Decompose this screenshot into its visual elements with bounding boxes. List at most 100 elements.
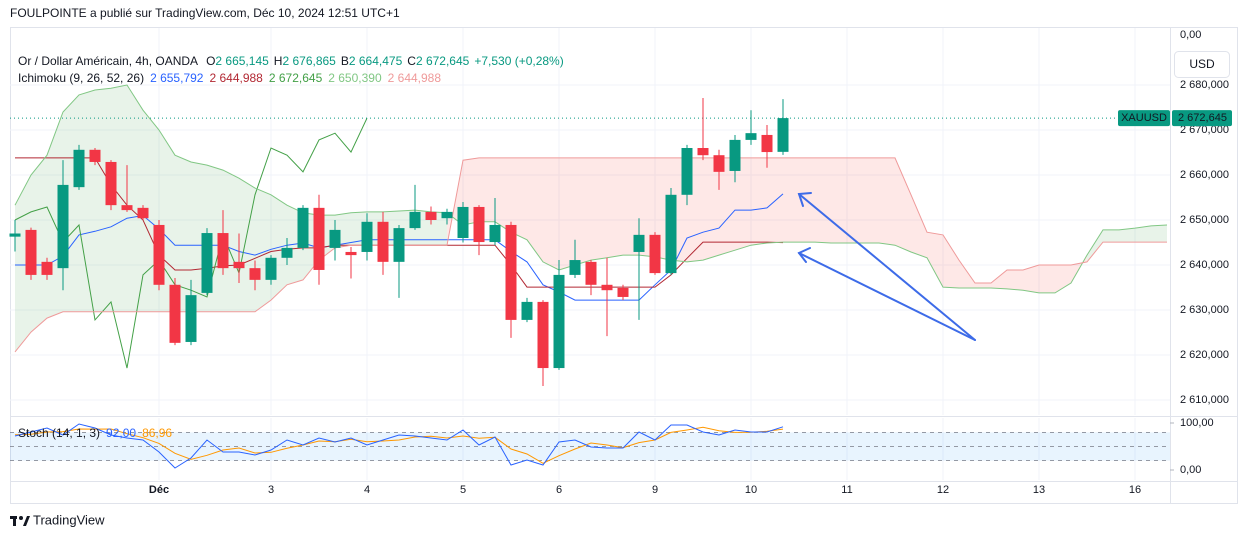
candle-body: [377, 221, 389, 262]
candle-body: [185, 295, 197, 342]
candle-body: [153, 224, 165, 285]
cloud-fill: [543, 157, 559, 270]
indicator-value: 2 655,792: [150, 71, 204, 85]
candle-body: [537, 301, 549, 369]
candle-body: [217, 233, 229, 269]
cloud-fill: [943, 234, 959, 288]
cloud-fill: [239, 178, 255, 312]
y-tick-label: 2 610,000: [1180, 394, 1229, 406]
cloud-fill: [1023, 265, 1039, 293]
cloud-fill: [895, 157, 911, 252]
labels: 2 610,000 2 620,000 2 630,000 2 640,000 2 65…: [18, 54, 1232, 496]
arrow: [798, 193, 976, 341]
candle-body: [281, 247, 293, 258]
cloud-fill: [223, 170, 239, 312]
candle-body: [137, 207, 149, 219]
y-tick-label: 2 640,000: [1180, 259, 1229, 271]
cloud-fill: [911, 194, 927, 258]
cloud-fill: [575, 157, 591, 265]
cloud-fill: [1103, 229, 1119, 243]
y-tick-label: 0,00: [1180, 464, 1201, 476]
cloud-fill: [15, 175, 31, 352]
candle-body: [649, 234, 661, 274]
logo-part: [13, 516, 16, 526]
candle-body: [505, 224, 517, 320]
indicator-value: 2 672,645: [269, 71, 323, 85]
cloud-fill: [847, 157, 863, 243]
candle-body: [633, 234, 645, 252]
cloud-fill: [863, 157, 879, 243]
candle-body: [393, 228, 405, 262]
x-tick-label: 5: [460, 484, 466, 496]
cloud-fill: [991, 270, 1007, 289]
candle-body: [777, 118, 789, 152]
candle-body: [345, 251, 357, 256]
cloud-fill: [607, 157, 623, 258]
candle-body: [25, 229, 37, 275]
candle-body: [89, 149, 101, 162]
logo-part: [23, 516, 30, 526]
candle-body: [713, 155, 725, 172]
indicator-value: 2 650,390: [328, 71, 382, 85]
cloud-fill: [751, 157, 767, 246]
ichimoku-line: [14, 157, 1167, 353]
footer-logo: [10, 516, 30, 526]
legend-value: 2 676,865: [282, 54, 336, 68]
legend-change: +7,530 (+0,28%): [474, 54, 563, 68]
cloud-fill: [1055, 265, 1071, 293]
cloud-fill: [31, 155, 47, 333]
cloud-fill: [527, 157, 543, 262]
stoch-name: Stoch (14, 1, 3): [18, 426, 100, 440]
candle-body: [41, 261, 53, 275]
y-tick-label: 2 660,000: [1180, 169, 1229, 181]
price-badge-label: 2 672,645: [1178, 112, 1227, 124]
stoch-line: [14, 423, 784, 469]
arrow-head: [797, 192, 812, 207]
candle-body: [601, 284, 613, 291]
cloud-fill: [959, 260, 975, 288]
candle-body: [169, 284, 181, 343]
publisher-line: FOULPOINTE a publié sur TradingView.com,…: [10, 6, 400, 20]
stoch-legend: Stoch (14, 1, 3) 92,00 86,96: [18, 426, 172, 440]
cloud-fill: [431, 211, 447, 246]
indicator-value: 2 644,988: [209, 71, 263, 85]
legend-value: 2 672,645: [416, 54, 470, 68]
y-tick-label: 2 620,000: [1180, 349, 1229, 361]
candle-body: [729, 139, 741, 171]
arrow: [798, 252, 976, 341]
cloud-fill: [479, 157, 495, 222]
currency-button[interactable]: [1174, 51, 1230, 78]
candle-body: [329, 229, 341, 248]
cloud-fill: [1087, 229, 1103, 262]
candle-body: [457, 206, 469, 239]
footer-brand: TradingView: [33, 512, 105, 527]
candle-body: [521, 301, 533, 320]
candle-body: [473, 206, 485, 243]
y-tick-label: 2 670,000: [1180, 124, 1229, 136]
x-tick-label: Déc: [149, 484, 169, 496]
symbol-badge-label: XAUUSD: [1121, 112, 1167, 124]
cloud-fill: [719, 157, 735, 256]
legend-label: C: [407, 54, 416, 68]
legend-title: Or / Dollar Américain, 4h, OANDA: [18, 54, 198, 68]
y-tick-label: 100,00: [1180, 417, 1214, 429]
candle-body: [265, 257, 277, 280]
currency-button-label[interactable]: USD: [1189, 57, 1215, 71]
candle-body: [569, 260, 581, 275]
cloud-fill: [639, 157, 655, 257]
candle-body: [441, 211, 453, 219]
candle-body: [745, 133, 757, 140]
cloud-fill: [623, 157, 639, 256]
candle-body: [665, 194, 677, 274]
x-tick-label: 12: [937, 484, 949, 496]
cloud-fill: [1119, 228, 1135, 243]
cloud-fill: [79, 90, 95, 312]
stoch-value: 92,00: [106, 426, 136, 440]
candle-body: [201, 233, 213, 293]
candle-body: [73, 149, 85, 188]
x-tick-label: 11: [841, 484, 852, 496]
candle-body: [585, 261, 597, 285]
candle-body: [697, 148, 709, 156]
